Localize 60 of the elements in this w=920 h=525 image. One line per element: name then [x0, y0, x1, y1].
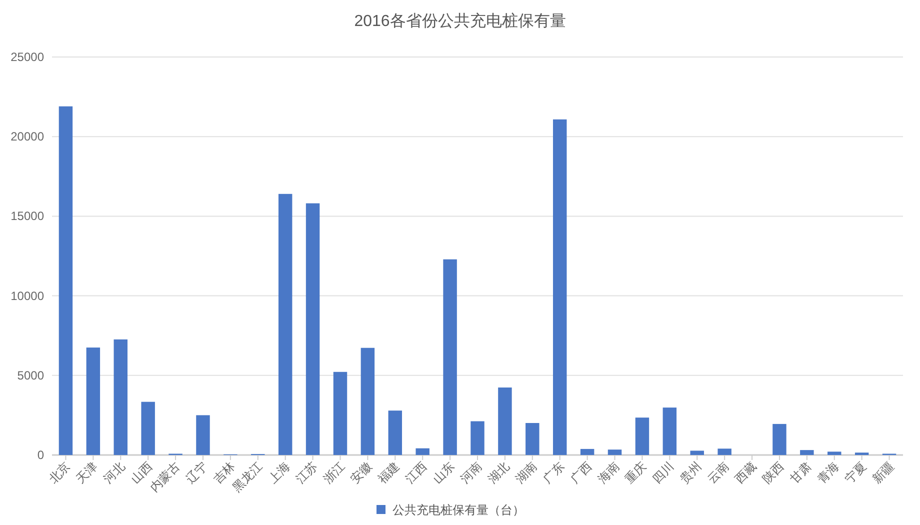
x-tick-label: 山东	[430, 459, 458, 486]
bar	[306, 203, 320, 455]
legend: 公共充电桩保有量（台）	[376, 503, 524, 517]
bar	[278, 194, 292, 455]
x-tick-label: 湖北	[485, 459, 512, 486]
bar	[498, 388, 512, 455]
x-tick-label: 广东	[540, 459, 567, 486]
bar	[114, 339, 128, 455]
bar	[333, 372, 348, 455]
bar	[552, 119, 567, 455]
bar	[443, 259, 457, 455]
bar	[141, 402, 155, 455]
x-tick-label: 北京	[46, 459, 73, 486]
x-tick-label: 江西	[402, 459, 430, 486]
y-tick-label: 0	[37, 448, 44, 462]
x-tick-label: 湖南	[512, 459, 540, 486]
y-tick-label: 15000	[10, 209, 44, 224]
y-tick-label: 25000	[10, 50, 44, 64]
x-tick-label: 西藏	[732, 459, 760, 486]
bar	[828, 452, 842, 455]
bar	[608, 450, 622, 455]
x-tick-label: 福建	[375, 459, 402, 486]
bar	[416, 448, 430, 455]
bar	[772, 424, 786, 455]
bar	[86, 348, 100, 455]
x-tick-label: 甘肃	[787, 459, 814, 486]
bar	[800, 450, 814, 455]
x-tick-label: 青海	[814, 459, 842, 486]
x-tick-label: 贵州	[677, 459, 704, 486]
x-tick-label: 海南	[595, 459, 622, 486]
x-tick-label: 浙江	[320, 459, 348, 486]
bar	[388, 410, 402, 455]
y-tick-label: 20000	[10, 130, 44, 144]
x-tick-label: 陕西	[760, 459, 787, 486]
bar	[718, 448, 732, 455]
bar	[635, 418, 650, 455]
x-tick-label: 天津	[73, 459, 100, 486]
x-tick-label: 重庆	[622, 459, 650, 486]
x-tick-label: 河北	[100, 459, 128, 486]
x-tick-label: 安徽	[348, 459, 375, 486]
bar	[360, 348, 375, 455]
x-tick-label: 宁夏	[842, 459, 869, 486]
x-tick-label: 上海	[266, 459, 292, 486]
y-tick-label: 10000	[10, 288, 44, 303]
y-tick-label: 5000	[17, 368, 44, 382]
chart-title: 2016各省份公共充电桩保有量	[354, 12, 566, 30]
x-tick-label: 辽宁	[183, 459, 210, 486]
x-tick-label: 广西	[568, 459, 594, 486]
bar	[196, 415, 210, 455]
x-tick-label: 河南	[458, 459, 485, 486]
bar	[58, 106, 73, 455]
x-tick-label: 新疆	[870, 459, 896, 486]
x-tick-label: 江苏	[293, 459, 320, 486]
bar	[526, 423, 540, 455]
x-tick-label: 云南	[704, 459, 732, 486]
bar	[662, 408, 677, 455]
bar	[580, 448, 594, 455]
x-tick-label: 四川	[650, 459, 677, 486]
bar	[690, 450, 704, 455]
bar	[470, 421, 484, 455]
